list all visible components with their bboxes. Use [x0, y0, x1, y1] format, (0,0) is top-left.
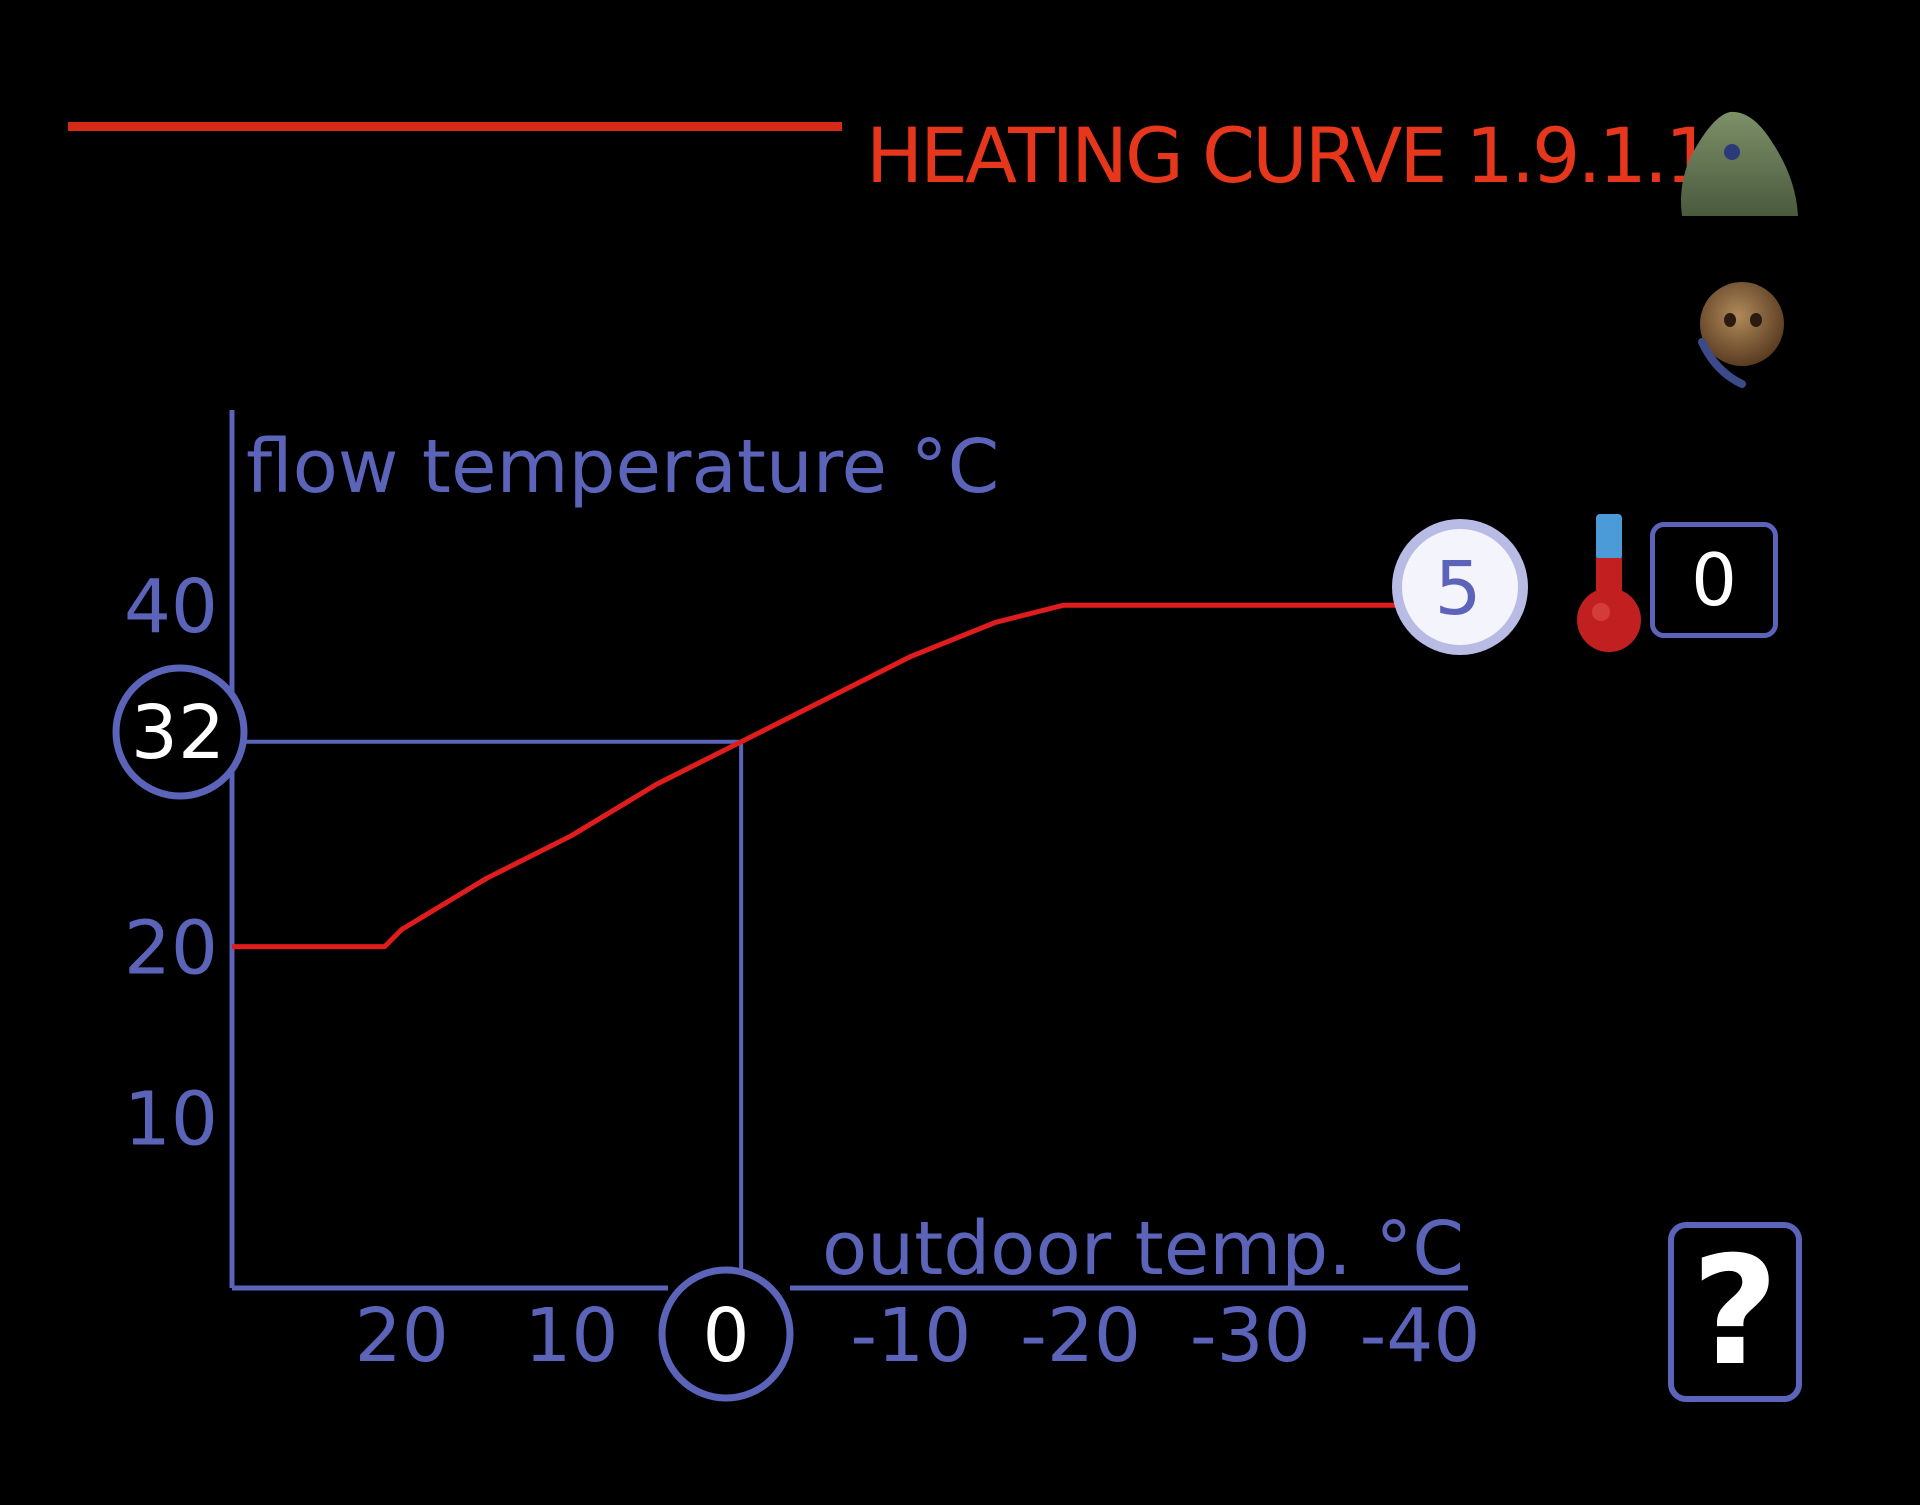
y-tick-label: 40 [124, 564, 218, 650]
title-rule [68, 122, 842, 131]
x-tick-label: 10 [524, 1293, 618, 1379]
curve-setting-knob[interactable]: 5 [1392, 519, 1528, 655]
y-tick-label: 10 [124, 1076, 218, 1162]
y-axis-label: flow temperature °C [246, 424, 999, 510]
help-button[interactable]: ? [1668, 1222, 1802, 1402]
page-title: HEATING CURVE 1.9.1.1 [866, 111, 1713, 200]
y-tick-label: 20 [124, 906, 218, 992]
x-tick-label: -20 [1020, 1293, 1141, 1379]
x-axis-label: outdoor temp. °C [822, 1206, 1464, 1292]
thermometer-icon [1577, 514, 1641, 652]
x-tick-label: -30 [1190, 1293, 1311, 1379]
selected-flow-temp-value: 32 [131, 690, 225, 776]
person-icon[interactable] [1690, 280, 1790, 390]
heating-curve-line [232, 602, 1420, 950]
selected-outdoor-temp-value: 0 [702, 1293, 749, 1379]
selected-outdoor-temp-marker[interactable]: 0 [658, 1266, 794, 1402]
x-tick-label: -40 [1360, 1293, 1481, 1379]
x-tick-label: -10 [850, 1293, 971, 1379]
house-icon[interactable] [1672, 108, 1806, 226]
x-tick-label: 20 [355, 1293, 449, 1379]
selected-flow-temp-marker[interactable]: 32 [112, 664, 248, 800]
curve-setting-value: 5 [1434, 546, 1481, 632]
offset-value-box[interactable]: 0 [1650, 522, 1778, 638]
